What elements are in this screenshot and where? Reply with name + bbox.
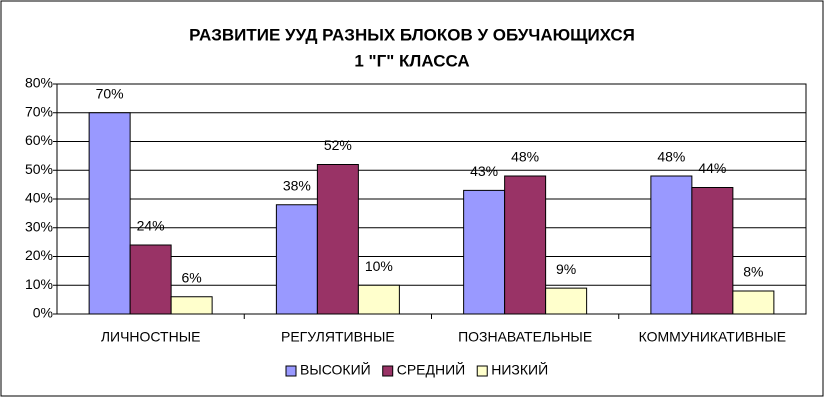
- x-tick-label: ПОЗНАВАТЕЛЬНЫЕ: [458, 329, 592, 345]
- value-label: 6%: [182, 269, 202, 285]
- value-label: 10%: [365, 258, 393, 274]
- bar: [504, 175, 547, 315]
- value-label: 43%: [470, 163, 498, 179]
- bar: [275, 204, 318, 315]
- legend-swatch: [382, 365, 394, 377]
- y-tick-label: 70%: [25, 103, 53, 119]
- bar: [650, 175, 693, 315]
- value-label: 9%: [556, 261, 576, 277]
- chart-title: 1 "Г" КЛАССА: [354, 51, 469, 70]
- bar: [463, 189, 506, 315]
- legend-label: СРЕДНИЙ: [397, 361, 466, 378]
- y-tick-label: 60%: [25, 132, 53, 148]
- y-tick-label: 80%: [25, 75, 53, 91]
- bar: [545, 287, 588, 315]
- x-tick-label: ЛИЧНОСТНЫЕ: [101, 329, 201, 345]
- bar: [170, 296, 213, 315]
- value-label: 70%: [96, 85, 124, 101]
- value-label: 8%: [743, 264, 763, 280]
- bar: [732, 290, 775, 315]
- y-tick-label: 40%: [25, 190, 53, 206]
- bar: [357, 284, 400, 315]
- legend-swatch: [476, 365, 488, 377]
- y-tick-label: 10%: [25, 276, 53, 292]
- value-label: 48%: [657, 149, 685, 165]
- value-label: 48%: [511, 149, 539, 165]
- y-tick-label: 50%: [25, 161, 53, 177]
- chart-title: РАЗВИТИЕ УУД РАЗНЫХ БЛОКОВ У ОБУЧАЮЩИХСЯ: [189, 25, 635, 44]
- bar: [129, 244, 172, 315]
- y-tick-label: 30%: [25, 218, 53, 234]
- legend-swatch: [285, 365, 297, 377]
- y-tick-label: 20%: [25, 247, 53, 263]
- y-tick-label: 0%: [33, 305, 53, 321]
- bar: [88, 112, 131, 315]
- value-label: 52%: [324, 137, 352, 153]
- value-label: 24%: [137, 218, 165, 234]
- x-tick-label: РЕГУЛЯТИВНЫЕ: [281, 329, 395, 345]
- bar: [316, 164, 359, 315]
- legend-label: ВЫСОКИЙ: [300, 361, 371, 378]
- value-label: 38%: [283, 177, 311, 193]
- legend-label: НИЗКИЙ: [491, 361, 548, 378]
- x-tick-label: КОММУНИКАТИВНЫЕ: [639, 329, 786, 345]
- value-label: 44%: [698, 160, 726, 176]
- bar: [691, 187, 734, 315]
